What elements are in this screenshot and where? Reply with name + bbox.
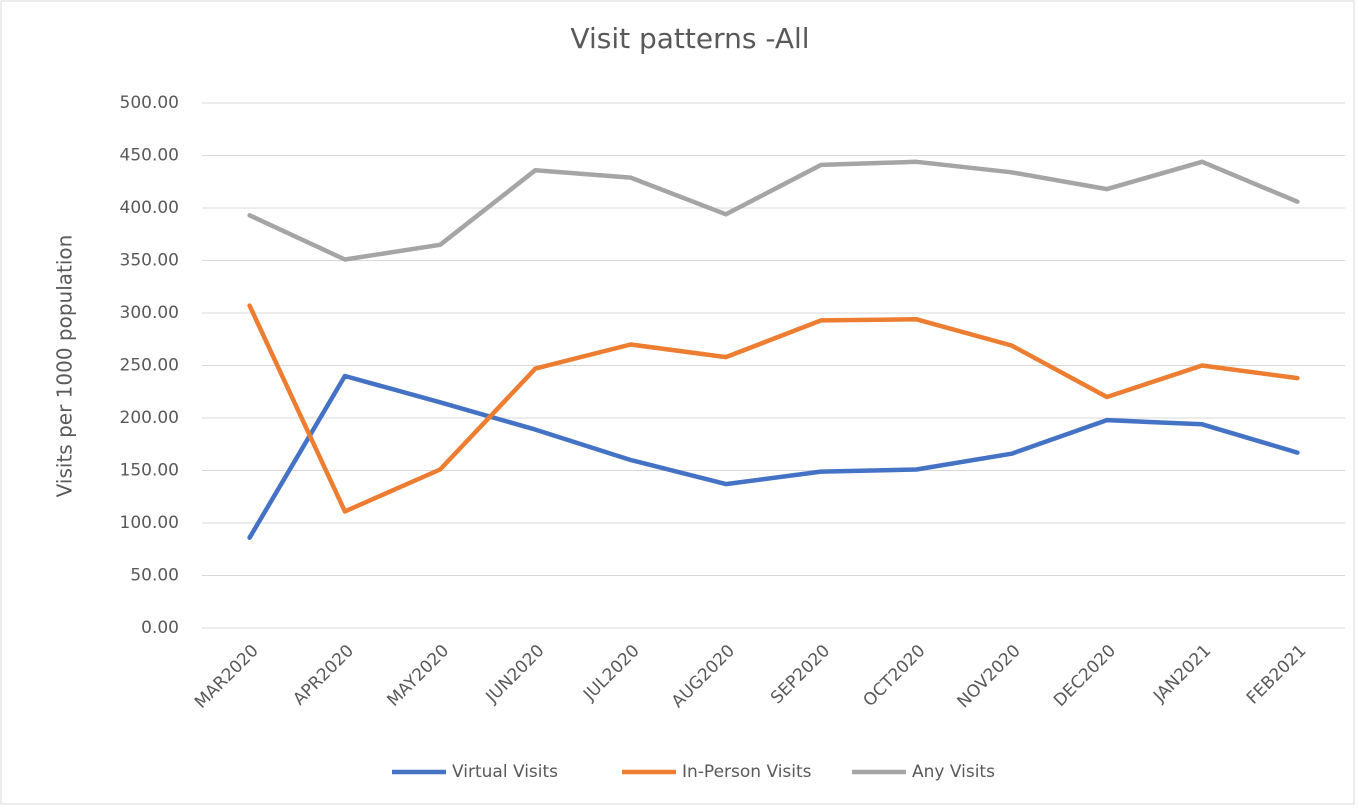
y-tick-label: 300.00: [120, 303, 179, 323]
y-tick-label: 350.00: [120, 251, 179, 271]
y-axis-label: Visits per 1000 population: [53, 235, 77, 498]
legend-label: Any Visits: [912, 762, 995, 782]
y-tick-label: 400.00: [120, 198, 179, 218]
y-tick-label: 250.00: [120, 356, 179, 376]
y-tick-label: 450.00: [120, 146, 179, 166]
line-series: [247, 373, 1300, 540]
y-tick-label: 100.00: [120, 513, 179, 533]
y-tick-label: 0.00: [141, 618, 179, 638]
line-series: [247, 159, 1300, 262]
chart-title: Visit patterns -All: [570, 22, 809, 55]
line-series: [247, 303, 1300, 514]
y-tick-label: 150.00: [120, 461, 179, 481]
y-tick-label: 50.00: [130, 566, 179, 586]
y-tick-label: 500.00: [120, 93, 179, 113]
legend-label: Virtual Visits: [452, 762, 558, 782]
legend-label: In-Person Visits: [682, 762, 812, 782]
y-tick-label: 200.00: [120, 408, 179, 428]
